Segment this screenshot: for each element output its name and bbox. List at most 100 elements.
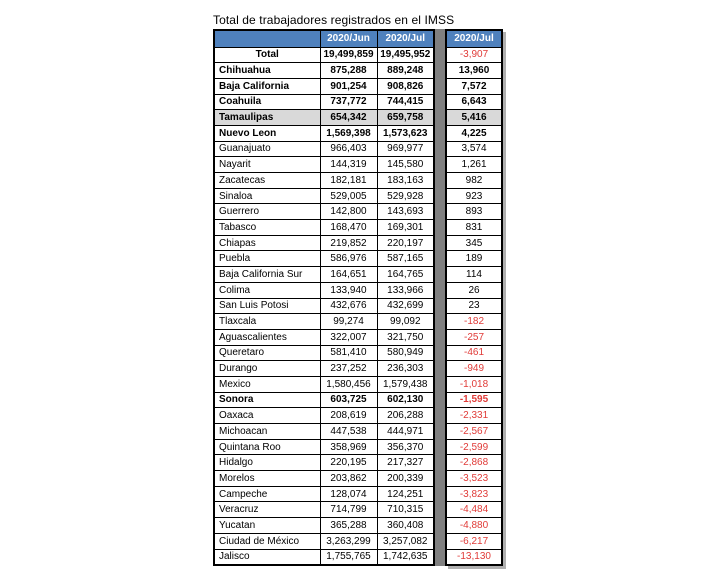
diff-header-row: 2020/Jul [445,29,503,48]
jul-value-cell: 710,315 [376,501,435,519]
diff-value-cell: -2,868 [445,454,503,472]
jul-value-cell: 19,495,952 [376,46,435,64]
jun-value-cell: 447,538 [319,423,378,440]
entity-name-cell: Tlaxcala [213,313,321,330]
table-row: Campeche 128,074 124,251 [213,485,435,503]
table-row: San Luis Potosi 432,676 432,699 [213,297,435,315]
jul-value-cell: 744,415 [376,93,435,111]
jun-value-cell: 654,342 [319,109,378,126]
jul-value-cell: 432,699 [376,297,435,315]
table-row: Quintana Roo 358,969 356,370 [213,438,435,456]
diff-table-row: -2,599 [445,438,503,456]
column-header-jun: 2020/Jun [319,29,378,48]
table-row: Hidalgo 220,195 217,327 [213,454,435,472]
jul-value-cell: 1,573,623 [376,124,435,142]
diff-value-cell: -4,880 [445,517,503,534]
diff-table-row: -3,823 [445,485,503,503]
diff-value-cell: 893 [445,203,503,221]
diff-table-row: -1,595 [445,391,503,409]
table-row: Tamaulipas 654,342 659,758 [213,109,435,126]
entity-name-cell: Morelos [213,470,321,487]
entity-name-cell: Nayarit [213,156,321,173]
header-row: 2020/Jun 2020/Jul [213,29,435,48]
diff-table-row: -1,018 [445,375,503,393]
diff-value-cell: 6,643 [445,93,503,111]
diff-table-row: 114 [445,266,503,283]
jun-value-cell: 432,676 [319,297,378,315]
table-row: Tlaxcala 99,274 99,092 [213,313,435,330]
jul-value-cell: 164,765 [376,266,435,283]
entity-name-cell: Guanajuato [213,140,321,158]
jun-value-cell: 219,852 [319,234,378,252]
entity-name-cell: Campeche [213,485,321,503]
jun-value-cell: 581,410 [319,344,378,362]
entity-name-cell: Colima [213,281,321,299]
jun-value-cell: 208,619 [319,407,378,424]
jun-value-cell: 901,254 [319,77,378,95]
jul-value-cell: 360,408 [376,517,435,534]
diff-table-row: 893 [445,203,503,221]
table-row: Total 19,499,859 19,495,952 [213,46,435,64]
entity-name-cell: Zacatecas [213,172,321,189]
table-row: Guerrero 142,800 143,693 [213,203,435,221]
diff-table-row: -461 [445,344,503,362]
jun-value-cell: 133,940 [319,281,378,299]
table-row: Veracruz 714,799 710,315 [213,501,435,519]
table-row: Jalisco 1,755,765 1,742,635 [213,548,435,566]
jul-value-cell: 1,742,635 [376,548,435,566]
diff-value-cell: -949 [445,360,503,377]
jun-value-cell: 1,580,456 [319,375,378,393]
jul-value-cell: 444,971 [376,423,435,440]
jul-value-cell: 969,977 [376,140,435,158]
jul-value-cell: 133,966 [376,281,435,299]
jul-value-cell: 124,251 [376,485,435,503]
jun-value-cell: 875,288 [319,62,378,79]
diff-value-cell: -4,484 [445,501,503,519]
entity-name-cell: San Luis Potosi [213,297,321,315]
table-row: Puebla 586,976 587,165 [213,250,435,268]
entity-name-cell: Total [213,46,321,64]
jun-value-cell: 164,651 [319,266,378,283]
jun-value-cell: 714,799 [319,501,378,519]
diff-value-cell: 4,225 [445,124,503,142]
entity-name-cell: Tabasco [213,219,321,236]
diff-table-row: 982 [445,172,503,189]
diff-value-cell: -1,018 [445,375,503,393]
jun-value-cell: 144,319 [319,156,378,173]
table-wrap: 2020/Jun 2020/Jul Total 19,499,859 19,495,… [213,29,503,566]
imss-report: Total de trabajadores registrados en el … [213,13,503,566]
diff-value-cell: 114 [445,266,503,283]
table-row: Baja California 901,254 908,826 [213,77,435,95]
jul-value-cell: 659,758 [376,109,435,126]
jul-value-cell: 908,826 [376,77,435,95]
jun-value-cell: 3,263,299 [319,532,378,550]
entity-name-cell: Quintana Roo [213,438,321,456]
table-row: Sonora 603,725 602,130 [213,391,435,409]
jun-value-cell: 203,862 [319,470,378,487]
diff-value-cell: -13,130 [445,548,503,566]
jul-value-cell: 183,163 [376,172,435,189]
jul-value-cell: 356,370 [376,438,435,456]
jun-value-cell: 237,252 [319,360,378,377]
table-row: Ciudad de México 3,263,299 3,257,082 [213,532,435,550]
diff-table-row: 6,643 [445,93,503,111]
jun-value-cell: 168,470 [319,219,378,236]
diff-table-row: -2,868 [445,454,503,472]
diff-value-cell: -1,595 [445,391,503,409]
jul-value-cell: 220,197 [376,234,435,252]
diff-table-row: 23 [445,297,503,315]
entity-name-cell: Sinaloa [213,187,321,205]
diff-value-cell: 5,416 [445,109,503,126]
entity-name-cell: Guerrero [213,203,321,221]
entity-name-cell: Baja California Sur [213,266,321,283]
entity-name-cell: Yucatan [213,517,321,534]
diff-table-row: 5,416 [445,109,503,126]
diff-table-row: 923 [445,187,503,205]
diff-table-row: -13,130 [445,548,503,566]
diff-table-row: 3,574 [445,140,503,158]
diff-value-cell: -2,567 [445,423,503,440]
diff-table-row: -182 [445,313,503,330]
diff-value-cell: 831 [445,219,503,236]
column-separator [435,29,445,566]
entity-name-cell: Baja California [213,77,321,95]
